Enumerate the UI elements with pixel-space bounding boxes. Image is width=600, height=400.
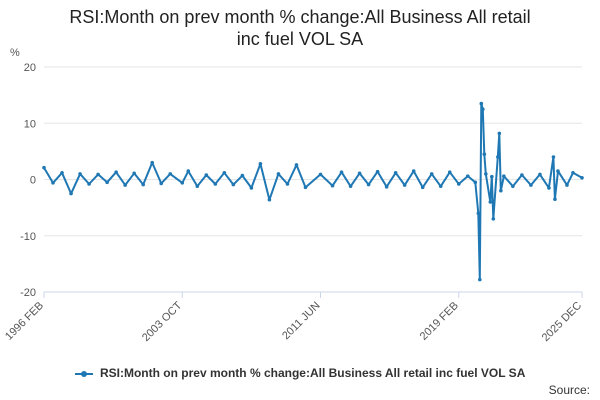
- data-point: [366, 182, 371, 187]
- data-point: [499, 188, 503, 193]
- data-point: [276, 172, 281, 176]
- data-point: [456, 182, 461, 186]
- chart-title: RSI:Month on prev month % change:All Bus…: [0, 6, 600, 50]
- data-point: [87, 182, 91, 186]
- x-tick-label: 2025 DEC: [540, 300, 584, 344]
- x-tick-label: 2011 JUN: [280, 300, 323, 343]
- x-tick-label: 2003 OCT: [140, 299, 185, 344]
- legend-label: RSI:Month on prev month % change:All Bus…: [99, 366, 526, 380]
- data-point: [497, 131, 502, 136]
- y-tick-label: 0: [30, 175, 36, 187]
- data-point: [159, 181, 164, 186]
- data-point: [348, 184, 353, 189]
- data-point: [502, 174, 506, 178]
- data-point: [473, 180, 478, 185]
- data-point: [222, 170, 227, 175]
- data-point: [481, 107, 485, 111]
- source-label: Source:: [548, 383, 590, 397]
- data-point: [51, 181, 55, 185]
- data-point: [285, 182, 290, 186]
- data-point: [267, 197, 272, 202]
- data-point: [150, 160, 155, 165]
- data-point: [168, 172, 173, 176]
- data-point: [476, 211, 481, 216]
- data-point: [249, 186, 254, 190]
- series-line: [43, 102, 583, 281]
- x-tick-label: 2019 FEB: [418, 300, 461, 343]
- chart-title-line-2: inc fuel VOL SA: [236, 29, 364, 49]
- data-point: [553, 197, 557, 201]
- data-point: [411, 169, 416, 173]
- data-point: [132, 171, 136, 176]
- data-point: [478, 277, 482, 282]
- data-point: [204, 173, 209, 177]
- data-point: [496, 155, 500, 159]
- data-point: [141, 182, 145, 187]
- legend-line-marker-icon: [74, 369, 93, 379]
- data-point: [42, 165, 46, 170]
- data-point: [231, 182, 236, 187]
- data-point: [213, 182, 218, 186]
- data-point: [438, 184, 443, 189]
- data-point: [484, 172, 488, 176]
- data-point: [69, 191, 73, 196]
- y-tick-label: 20: [24, 62, 36, 74]
- data-point: [511, 184, 515, 189]
- chart-title-line-1: RSI:Month on prev month % change:All Bus…: [69, 7, 531, 27]
- data-point: [556, 169, 560, 173]
- legend[interactable]: RSI:Month on prev month % change:All Bus…: [0, 366, 600, 380]
- data-point: [375, 169, 380, 174]
- data-point: [447, 170, 452, 174]
- data-point: [294, 163, 299, 167]
- data-point: [186, 169, 191, 173]
- data-point: [105, 180, 109, 185]
- y-tick-label: -10: [20, 231, 36, 243]
- x-tick-label: 1996 FEB: [3, 300, 46, 343]
- data-point: [258, 161, 263, 166]
- data-point: [580, 176, 584, 180]
- data-point: [429, 172, 434, 176]
- data-point: [479, 101, 484, 106]
- y-tick-label: 10: [24, 118, 36, 130]
- data-point: [123, 183, 127, 187]
- data-point: [482, 152, 487, 156]
- data-point: [488, 200, 493, 204]
- data-point: [393, 170, 398, 175]
- data-point: [303, 185, 308, 190]
- data-point: [318, 172, 323, 177]
- data-point: [491, 217, 496, 221]
- data-point: [180, 181, 185, 185]
- data-point: [547, 186, 551, 190]
- data-point: [551, 155, 556, 159]
- data-point: [240, 173, 245, 178]
- data-point: [402, 183, 407, 187]
- data-point: [114, 170, 118, 174]
- data-point: [529, 183, 533, 187]
- data-point: [420, 185, 425, 190]
- data-point: [357, 171, 362, 176]
- data-point: [339, 170, 344, 174]
- data-point: [195, 184, 200, 189]
- y-unit-label: %: [10, 47, 20, 59]
- y-tick-label: -20: [20, 287, 36, 299]
- data-point: [96, 172, 100, 177]
- data-point: [565, 183, 569, 187]
- data-point: [538, 172, 542, 177]
- data-point: [384, 185, 389, 189]
- data-point: [330, 183, 335, 188]
- data-point: [60, 170, 64, 175]
- data-point: [490, 174, 494, 179]
- data-point: [465, 174, 470, 178]
- data-point: [571, 170, 575, 175]
- data-point: [78, 172, 82, 176]
- data-point: [520, 173, 524, 177]
